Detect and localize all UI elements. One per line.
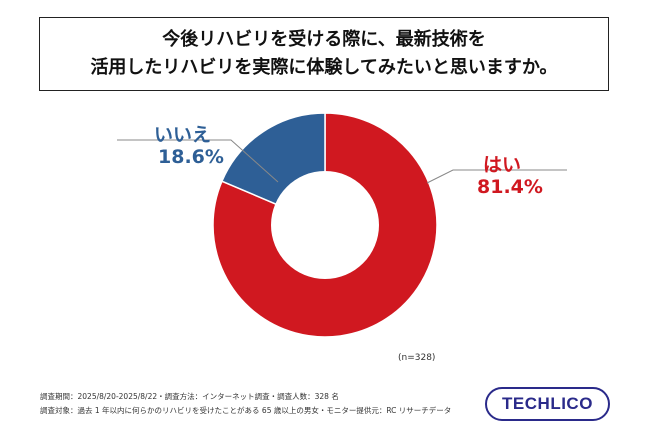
slice-value-no: 18.6% (158, 146, 224, 168)
title-line-1: 今後リハビリを受ける際に、最新技術を (162, 29, 486, 50)
leader-line-no (117, 139, 279, 183)
slice-label-no: いいえ (154, 124, 212, 146)
slice-label-yes: はい (483, 154, 522, 176)
title-box: 今後リハビリを受ける際に、最新技術を 活用したリハビリを実際に体験してみたいと思… (39, 17, 609, 91)
donut-hole (271, 171, 379, 279)
title-line-2: 活用したリハビリを実際に体験してみたいと思いますか。 (90, 57, 558, 78)
slice-value-yes: 81.4% (477, 176, 543, 198)
logo-text: TECHLICO (502, 394, 593, 413)
leader-line-yes (426, 169, 567, 184)
sample-size-note: (n=328) (398, 353, 436, 363)
techlico-logo: TECHLICO (485, 387, 610, 421)
footer-survey-target: 調査対象：過去 1 年以内に何らかのリハビリを受けたことがある 65 歳以上の男… (40, 406, 452, 415)
footer-survey-period: 調査期間：2025/8/20-2025/8/22・調査方法：インターネット調査・… (40, 392, 339, 401)
